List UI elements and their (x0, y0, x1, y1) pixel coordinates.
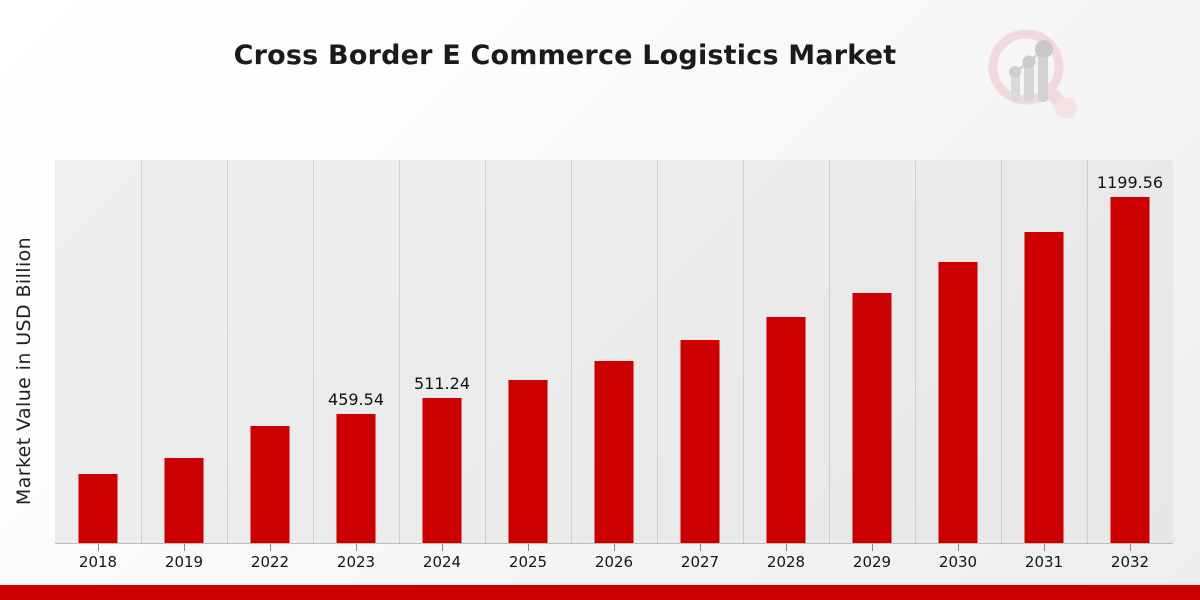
x-tick-2024: 2024 (399, 544, 485, 578)
x-tick-label-2018: 2018 (78, 553, 118, 571)
bar-slot (743, 160, 829, 543)
gridline (227, 160, 228, 543)
x-tick-label-2030: 2030 (938, 553, 978, 571)
bar-value-label-2032: 1199.56 (1096, 173, 1164, 192)
chart-title: Cross Border E Commerce Logistics Market (233, 40, 897, 71)
bar-slot (485, 160, 571, 543)
x-tick-label-2032: 2032 (1110, 553, 1150, 571)
gridline (313, 160, 314, 543)
x-tick-label-2028: 2028 (766, 553, 806, 571)
gridline (141, 160, 142, 543)
x-tick-2032: 2032 (1087, 544, 1173, 578)
x-tick-2031: 2031 (1001, 544, 1087, 578)
x-tick-2018: 2018 (55, 544, 141, 578)
x-axis: 2018 2019 2022 2023 2024 2025 2026 2027 2028 2029… (55, 544, 1173, 578)
tick-mark (98, 544, 99, 551)
x-tick-2028: 2028 (743, 544, 829, 578)
bar-2026[interactable] (593, 360, 635, 543)
x-tick-2030: 2030 (915, 544, 1001, 578)
brand-watermark-logo (978, 22, 1084, 122)
tick-mark (356, 544, 357, 551)
x-tick-label-2025: 2025 (508, 553, 548, 571)
magnifier-chart-icon (988, 29, 1077, 119)
gridline (829, 160, 830, 543)
x-tick-2027: 2027 (657, 544, 743, 578)
gridline (1087, 160, 1088, 543)
bar-2029[interactable] (851, 292, 893, 543)
bar-slot (227, 160, 313, 543)
x-tick-2025: 2025 (485, 544, 571, 578)
gridline (1001, 160, 1002, 543)
tick-mark (1130, 544, 1131, 551)
gridline (485, 160, 486, 543)
bar-slot (55, 160, 141, 543)
bar-2031[interactable] (1023, 231, 1065, 543)
bar-2030[interactable] (937, 261, 979, 543)
bar-slot (829, 160, 915, 543)
x-tick-label-2026: 2026 (594, 553, 634, 571)
bar-2028[interactable] (765, 316, 807, 543)
gridline (399, 160, 400, 543)
x-tick-2023: 2023 (313, 544, 399, 578)
bar-slot: 459.54 (313, 160, 399, 543)
bar-2027[interactable] (679, 339, 721, 543)
x-tick-label-2019: 2019 (164, 553, 204, 571)
x-tick-label-2024: 2024 (422, 553, 462, 571)
tick-mark (614, 544, 615, 551)
bar-value-label-2024: 511.24 (414, 374, 470, 393)
bar-2018[interactable] (77, 473, 119, 543)
tick-mark (786, 544, 787, 551)
bar-slot (657, 160, 743, 543)
x-tick-2022: 2022 (227, 544, 313, 578)
x-tick-2029: 2029 (829, 544, 915, 578)
bar-slot: 1199.56 (1087, 160, 1173, 543)
gridline (915, 160, 916, 543)
tick-mark (1044, 544, 1045, 551)
bar-slot (1001, 160, 1087, 543)
bottom-accent-band (0, 585, 1200, 600)
x-tick-label-2027: 2027 (680, 553, 720, 571)
tick-mark (442, 544, 443, 551)
tick-mark (528, 544, 529, 551)
bar-slot (571, 160, 657, 543)
plot-area: 459.54 511.24 1199.56 (55, 160, 1173, 544)
bar-slot (141, 160, 227, 543)
y-axis-title: Market Value in USD Billion (13, 236, 35, 506)
bar-slot (915, 160, 1001, 543)
tick-mark (270, 544, 271, 551)
bar-2024[interactable] (421, 397, 463, 543)
tick-mark (700, 544, 701, 551)
bar-2032[interactable] (1109, 196, 1151, 543)
gridline (657, 160, 658, 543)
x-tick-label-2023: 2023 (336, 553, 376, 571)
tick-mark (872, 544, 873, 551)
tick-mark (958, 544, 959, 551)
x-tick-label-2031: 2031 (1024, 553, 1064, 571)
bar-2023[interactable] (335, 413, 377, 543)
bar-slot: 511.24 (399, 160, 485, 543)
bar-value-label-2023: 459.54 (328, 390, 384, 409)
tick-mark (184, 544, 185, 551)
gridline (743, 160, 744, 543)
gridline (571, 160, 572, 543)
x-tick-label-2029: 2029 (852, 553, 892, 571)
x-tick-2026: 2026 (571, 544, 657, 578)
bar-2019[interactable] (163, 457, 205, 543)
x-tick-2019: 2019 (141, 544, 227, 578)
bar-2025[interactable] (507, 379, 549, 543)
x-tick-label-2022: 2022 (250, 553, 290, 571)
bar-2022[interactable] (249, 425, 291, 543)
